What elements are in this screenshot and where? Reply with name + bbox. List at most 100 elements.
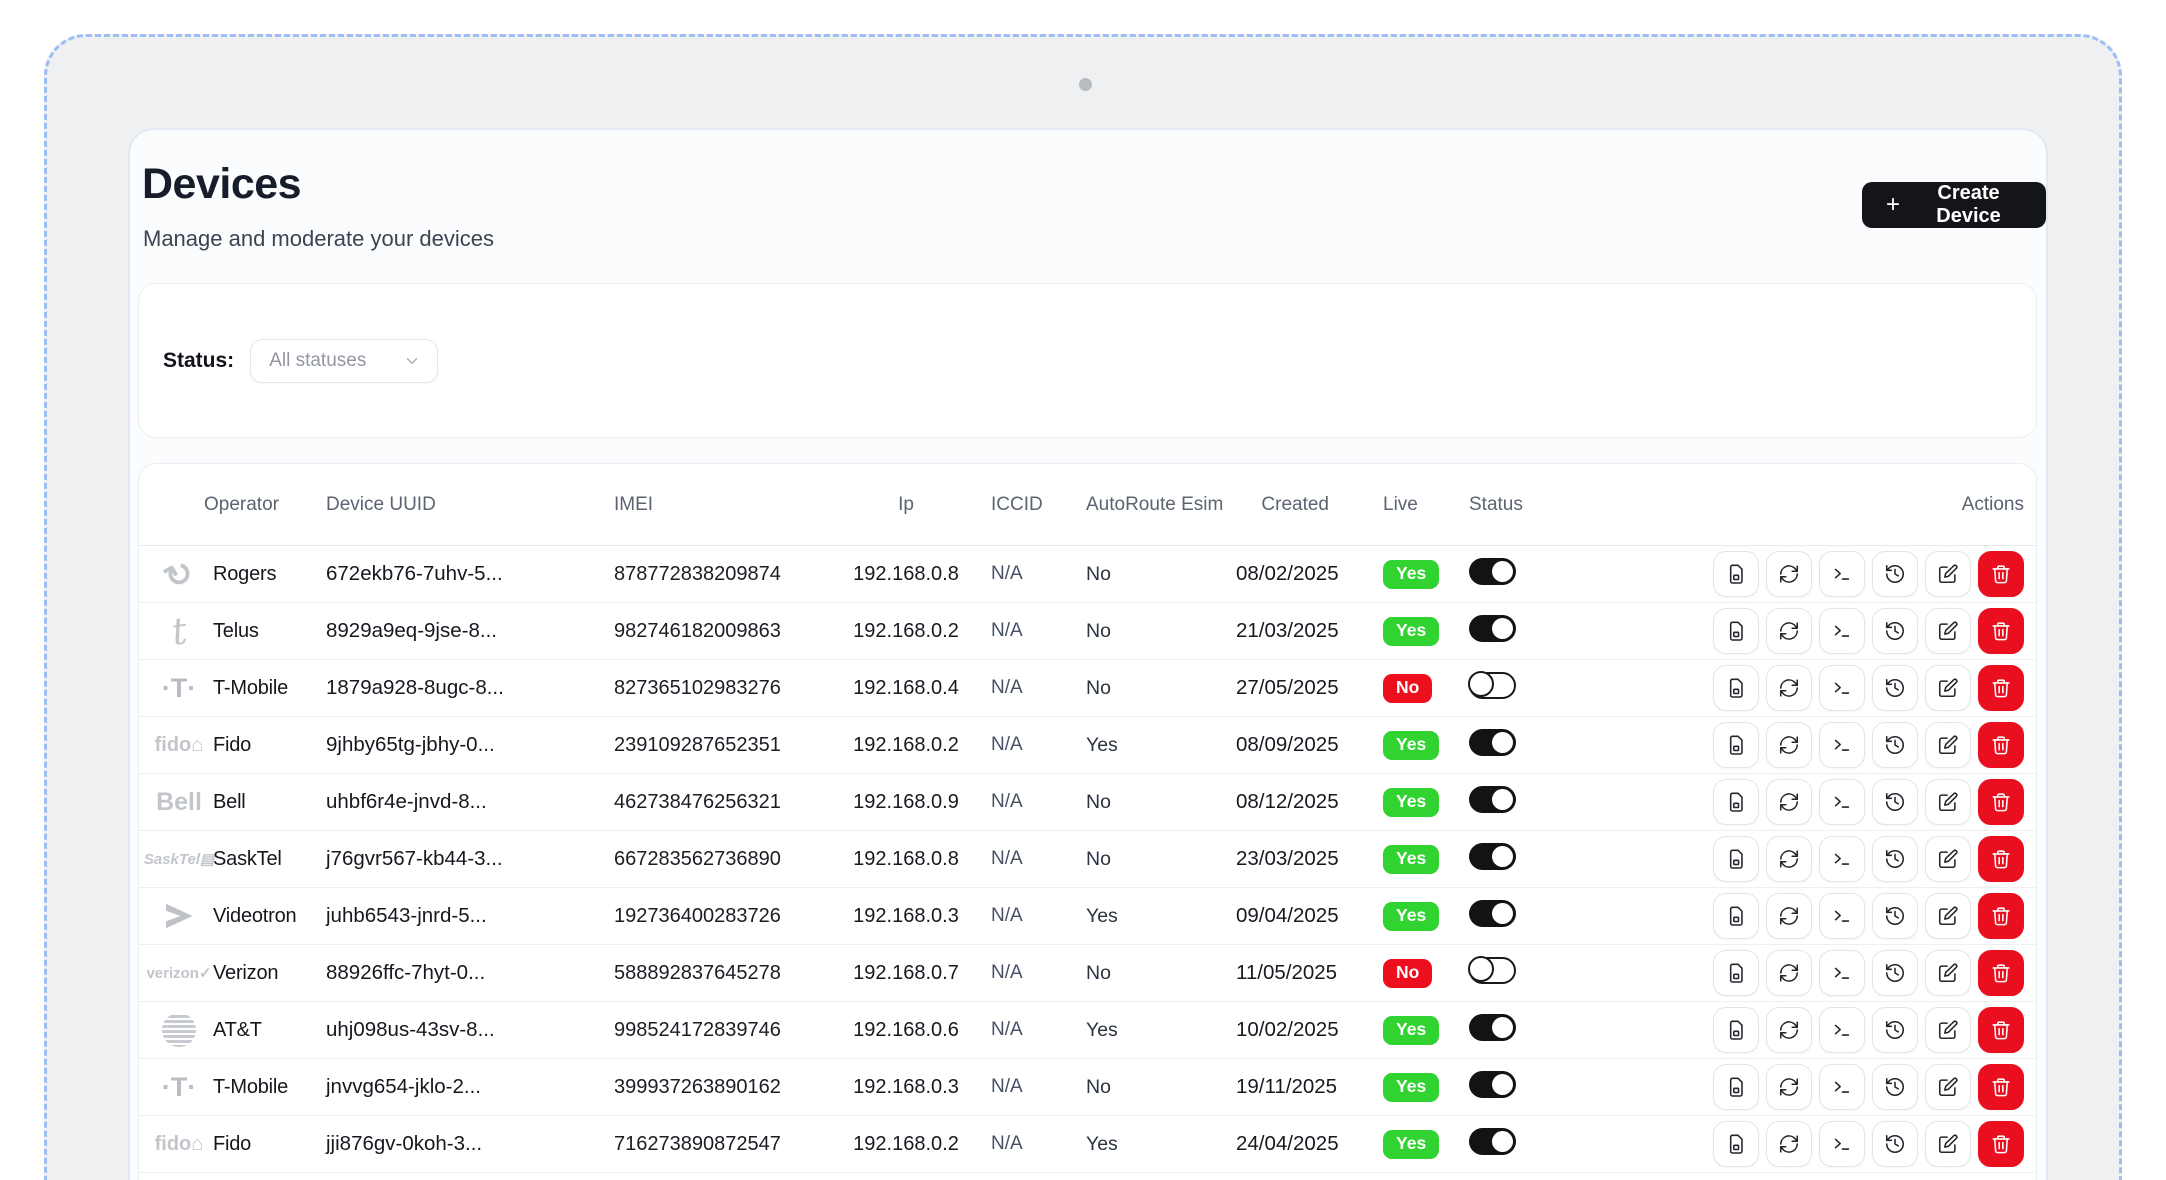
history-button[interactable]: [1872, 608, 1918, 654]
history-button[interactable]: [1872, 950, 1918, 996]
history-button[interactable]: [1872, 1121, 1918, 1167]
status-toggle[interactable]: [1469, 785, 1516, 813]
history-icon: [1885, 906, 1904, 925]
refresh-button[interactable]: [1766, 665, 1812, 711]
terminal-button[interactable]: [1819, 1121, 1865, 1167]
device-uuid: jji876gv-0koh-3...: [326, 1132, 483, 1155]
refresh-button[interactable]: [1766, 551, 1812, 597]
refresh-button[interactable]: [1766, 1064, 1812, 1110]
edit-button[interactable]: [1925, 950, 1971, 996]
status-toggle[interactable]: [1468, 670, 1516, 699]
edit-button[interactable]: [1925, 1064, 1971, 1110]
delete-button[interactable]: [1978, 950, 2024, 996]
status-cell: [1469, 1070, 1669, 1104]
terminal-button[interactable]: [1819, 779, 1865, 825]
terminal-button[interactable]: [1819, 893, 1865, 939]
history-button[interactable]: [1872, 551, 1918, 597]
sim-details-button[interactable]: [1713, 779, 1759, 825]
refresh-button[interactable]: [1766, 608, 1812, 654]
status-toggle[interactable]: [1469, 1013, 1516, 1041]
refresh-button[interactable]: [1766, 722, 1812, 768]
sim-card-icon: [1729, 963, 1743, 983]
created-date: 19/11/2025: [1236, 1075, 1338, 1098]
history-button[interactable]: [1872, 1064, 1918, 1110]
live-badge: Yes: [1383, 787, 1440, 817]
sim-details-button[interactable]: [1713, 665, 1759, 711]
refresh-button[interactable]: [1766, 779, 1812, 825]
terminal-button[interactable]: [1819, 608, 1865, 654]
delete-button[interactable]: [1978, 665, 2024, 711]
delete-button[interactable]: [1978, 836, 2024, 882]
edit-button[interactable]: [1925, 1007, 1971, 1053]
delete-button[interactable]: [1978, 1121, 2024, 1167]
terminal-button[interactable]: [1819, 1064, 1865, 1110]
created-date: 09/04/2025: [1236, 904, 1339, 927]
terminal-button[interactable]: [1819, 836, 1865, 882]
terminal-button[interactable]: [1819, 551, 1865, 597]
edit-button[interactable]: [1925, 836, 1971, 882]
status-toggle[interactable]: [1469, 1070, 1516, 1098]
device-ip: 192.168.0.2: [853, 619, 959, 642]
row-actions: [1669, 551, 2036, 597]
edit-button[interactable]: [1925, 1121, 1971, 1167]
live-cell: Yes: [1383, 730, 1469, 760]
edit-button[interactable]: [1925, 665, 1971, 711]
terminal-button[interactable]: [1819, 950, 1865, 996]
sim-details-button[interactable]: [1713, 722, 1759, 768]
edit-button[interactable]: [1925, 722, 1971, 768]
refresh-button[interactable]: [1766, 1121, 1812, 1167]
history-button[interactable]: [1872, 665, 1918, 711]
sim-details-button[interactable]: [1713, 551, 1759, 597]
history-icon: [1885, 564, 1904, 583]
status-select[interactable]: All statuses: [250, 338, 439, 383]
refresh-button[interactable]: [1766, 1007, 1812, 1053]
delete-button[interactable]: [1978, 1064, 2024, 1110]
operator-logo-icon: [165, 555, 193, 594]
create-device-button[interactable]: + Create Device: [1862, 182, 2046, 228]
delete-button[interactable]: [1978, 1007, 2024, 1053]
sim-details-button[interactable]: [1713, 1007, 1759, 1053]
trash-icon: [1992, 565, 2010, 584]
sim-details-button[interactable]: [1713, 950, 1759, 996]
status-toggle[interactable]: [1469, 557, 1516, 585]
delete-button[interactable]: [1978, 608, 2024, 654]
terminal-button[interactable]: [1819, 665, 1865, 711]
sim-details-button[interactable]: [1713, 1121, 1759, 1167]
sim-details-button[interactable]: [1713, 893, 1759, 939]
terminal-button[interactable]: [1819, 1007, 1865, 1053]
refresh-button[interactable]: [1766, 893, 1812, 939]
edit-button[interactable]: [1925, 608, 1971, 654]
autoroute-esim-value: No: [1086, 562, 1111, 585]
edit-button[interactable]: [1925, 779, 1971, 825]
status-toggle[interactable]: [1469, 1127, 1516, 1155]
page-title: Devices: [142, 160, 302, 208]
terminal-button[interactable]: [1819, 722, 1865, 768]
history-button[interactable]: [1872, 836, 1918, 882]
operator-name: T-Mobile: [213, 1075, 289, 1098]
refresh-button[interactable]: [1766, 950, 1812, 996]
status-toggle[interactable]: [1469, 728, 1516, 756]
status-toggle[interactable]: [1468, 955, 1516, 984]
autoroute-esim-value: Yes: [1086, 1018, 1118, 1041]
delete-button[interactable]: [1978, 722, 2024, 768]
live-cell: Yes: [1383, 559, 1469, 589]
history-button[interactable]: [1872, 722, 1918, 768]
status-toggle[interactable]: [1469, 899, 1516, 927]
status-toggle[interactable]: [1469, 614, 1516, 642]
refresh-button[interactable]: [1766, 836, 1812, 882]
history-button[interactable]: [1872, 893, 1918, 939]
edit-button[interactable]: [1925, 893, 1971, 939]
device-imei: 827365102983276: [614, 676, 781, 699]
device-ip: 192.168.0.2: [853, 733, 959, 756]
history-button[interactable]: [1872, 779, 1918, 825]
history-button[interactable]: [1872, 1007, 1918, 1053]
sim-details-button[interactable]: [1713, 836, 1759, 882]
delete-button[interactable]: [1978, 551, 2024, 597]
status-toggle[interactable]: [1469, 842, 1516, 870]
edit-button[interactable]: [1925, 551, 1971, 597]
sim-details-button[interactable]: [1713, 608, 1759, 654]
sim-details-button[interactable]: [1713, 1064, 1759, 1110]
delete-button[interactable]: [1978, 779, 2024, 825]
delete-button[interactable]: [1978, 893, 2024, 939]
